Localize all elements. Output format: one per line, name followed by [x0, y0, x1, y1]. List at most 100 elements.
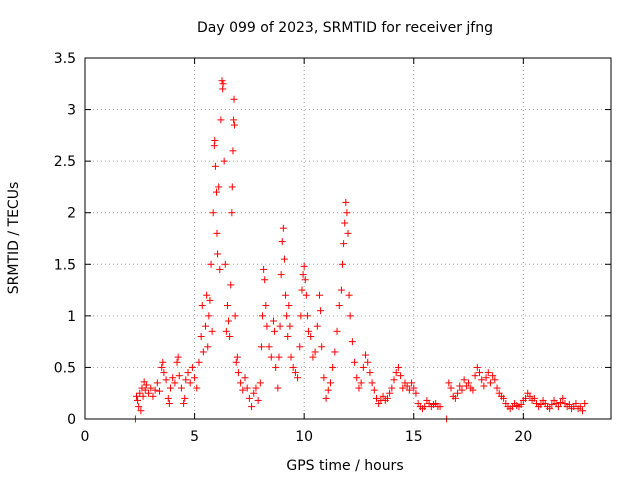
data-point: [379, 392, 387, 400]
data-point: [230, 95, 238, 103]
data-point: [193, 384, 201, 392]
data-point: [272, 363, 280, 371]
data-point: [245, 394, 253, 402]
y-tick-label: 0: [67, 412, 76, 428]
data-point: [263, 322, 271, 330]
data-point: [318, 343, 326, 351]
data-point: [169, 374, 177, 382]
data-point: [137, 407, 145, 415]
data-point: [286, 322, 294, 330]
data-point: [335, 302, 343, 310]
data-point: [219, 80, 227, 88]
data-point: [291, 369, 299, 377]
data-point: [298, 286, 306, 294]
data-point: [548, 401, 556, 409]
data-point: [339, 260, 347, 268]
data-point: [204, 343, 212, 351]
data-point: [256, 379, 264, 387]
data-point: [517, 401, 525, 409]
data-point: [408, 379, 416, 387]
data-point: [405, 386, 413, 394]
data-point: [232, 358, 240, 366]
data-point: [581, 400, 589, 408]
y-tick-label: 2.5: [54, 154, 76, 170]
data-point: [386, 389, 394, 397]
data-point: [364, 358, 372, 366]
data-point: [489, 372, 497, 380]
x-tick-label: 20: [514, 429, 532, 445]
data-point: [153, 379, 161, 387]
data-point: [340, 240, 348, 248]
data-point: [341, 219, 349, 227]
data-point: [579, 407, 587, 415]
data-point: [269, 317, 277, 325]
data-point: [265, 343, 273, 351]
data-point: [289, 363, 297, 371]
data-point: [329, 363, 337, 371]
data-point: [456, 382, 464, 390]
data-point: [372, 394, 380, 402]
data-point: [351, 358, 359, 366]
data-point: [493, 384, 501, 392]
data-point: [300, 262, 308, 270]
data-point: [181, 394, 189, 402]
data-point: [307, 332, 315, 340]
x-tick-label: 0: [81, 429, 90, 445]
data-point: [184, 369, 192, 377]
data-point: [287, 353, 295, 361]
data-point: [296, 343, 304, 351]
data-point: [205, 312, 213, 320]
data-point: [344, 229, 352, 237]
data-point: [202, 322, 210, 330]
data-point: [216, 265, 224, 273]
data-point: [145, 389, 153, 397]
data-point: [158, 363, 166, 371]
data-point: [486, 379, 494, 387]
data-point: [223, 302, 231, 310]
data-point: [343, 209, 351, 217]
data-point: [480, 382, 488, 390]
data-point: [261, 276, 269, 284]
data-point: [368, 379, 376, 387]
data-point: [156, 387, 164, 395]
data-point: [294, 374, 302, 382]
data-point: [331, 348, 339, 356]
data-point: [209, 209, 217, 217]
data-point: [239, 386, 247, 394]
data-point: [243, 384, 251, 392]
data-point: [221, 260, 229, 268]
data-point: [366, 369, 374, 377]
data-point: [546, 405, 554, 413]
axes: 0 0.5 1 1.5 2 2.5 3 3.5 0 5 10 15 20: [54, 51, 611, 445]
data-point: [476, 369, 483, 377]
data-point: [230, 116, 238, 124]
data-point: [225, 317, 233, 325]
data-point: [142, 381, 150, 389]
data-point: [214, 250, 222, 258]
data-point: [274, 384, 282, 392]
data-point: [160, 369, 168, 377]
data-point: [180, 400, 188, 408]
plot-frame: [84, 57, 612, 420]
data-point: [451, 394, 459, 402]
data-point: [177, 384, 185, 392]
data-point: [436, 403, 444, 411]
data-point: [147, 384, 155, 392]
chart-title: Day 099 of 2023, SRMTID for receiver jfn…: [197, 20, 493, 36]
data-point: [159, 358, 167, 366]
data-point: [222, 327, 230, 335]
data-point: [174, 353, 182, 361]
data-point: [282, 291, 290, 299]
data-point: [276, 322, 284, 330]
data-point: [211, 137, 219, 145]
data-point: [322, 394, 330, 402]
data-point: [469, 386, 477, 394]
data-point: [412, 389, 420, 397]
data-point: [284, 332, 292, 340]
x-tick-label: 15: [405, 429, 423, 445]
data-point: [227, 281, 235, 289]
data-point: [199, 348, 207, 356]
data-point: [277, 271, 285, 279]
data-point: [217, 116, 225, 124]
data-point: [557, 398, 565, 406]
